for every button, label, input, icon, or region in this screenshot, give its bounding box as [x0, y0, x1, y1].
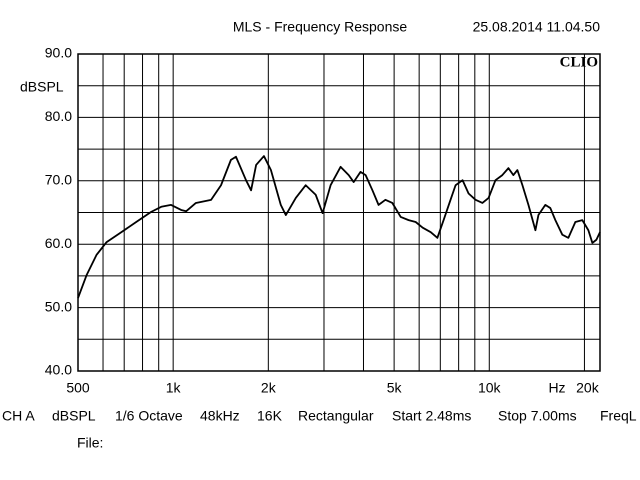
brand: CLIO: [560, 54, 598, 70]
y-tick-label: 80.0: [45, 108, 72, 124]
timestamp: 25.08.2014 11.04.50: [473, 19, 601, 35]
footer-item: Stop 7.00ms: [498, 408, 577, 424]
x-tick-label: 500: [66, 380, 90, 396]
y-tick-label: 90.0: [45, 45, 72, 61]
x-tick-label: 1k: [166, 380, 182, 396]
x-axis-label: Hz: [548, 380, 565, 396]
footer-item: dBSPL: [52, 408, 96, 424]
footer-item: 16K: [257, 408, 283, 424]
x-tick-label: 5k: [387, 380, 403, 396]
file-label: File:: [77, 435, 103, 451]
footer-item: CH A: [2, 408, 35, 424]
y-tick-label: 40.0: [45, 362, 72, 378]
footer-item: 48kHz: [200, 408, 240, 424]
plot-frame: [77, 53, 601, 372]
x-tick-label: 20k: [576, 380, 600, 396]
footer-item: Rectangular: [298, 408, 374, 424]
x-tick-label: 2k: [261, 380, 277, 396]
y-tick-label: 70.0: [45, 172, 72, 188]
x-tick-label: 10k: [478, 380, 502, 396]
footer-item: Start 2.48ms: [392, 408, 471, 424]
chart-title: MLS - Frequency Response: [233, 19, 408, 35]
y-tick-label: 60.0: [45, 235, 72, 251]
y-tick-label: 50.0: [45, 298, 72, 314]
footer-item: FreqL: [600, 408, 637, 424]
response-curve: [77, 155, 601, 299]
y-axis-label: dBSPL: [20, 79, 64, 95]
footer-item: 1/6 Octave: [115, 408, 183, 424]
